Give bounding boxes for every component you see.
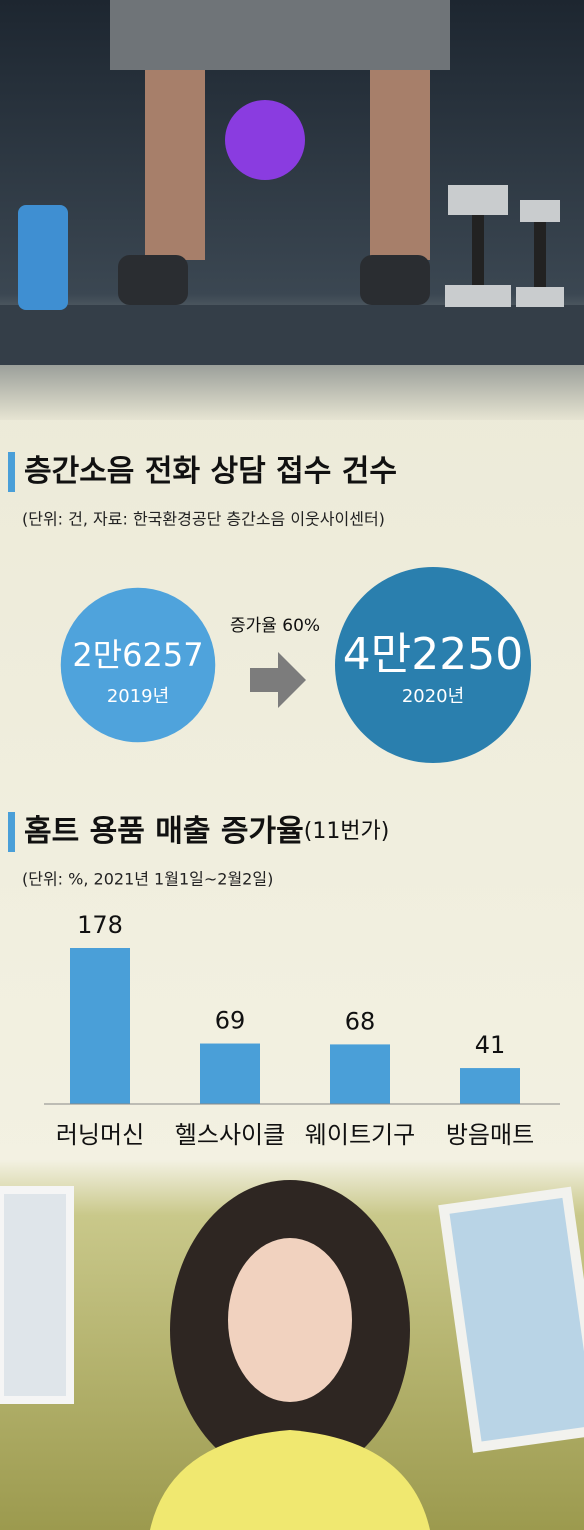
- category-label: 헬스사이클: [175, 1121, 285, 1149]
- year-label: 2020년: [402, 686, 464, 707]
- category-label: 방음매트: [446, 1121, 534, 1149]
- arrow: [250, 652, 306, 708]
- bar: [460, 1068, 520, 1104]
- section-subtitle: (단위: 건, 자료: 한국환경공단 층간소음 이웃사이센터): [22, 510, 385, 529]
- section-marker: [8, 812, 15, 852]
- title-text: 층간소음 전화 상담 접수 건수: [24, 454, 397, 489]
- category-label: 러닝머신: [56, 1121, 144, 1149]
- section-title: 홈트 용품 매출 증가율(11번가): [24, 814, 389, 849]
- category-label: 웨이트기구: [305, 1121, 415, 1149]
- data-label: 178: [77, 911, 123, 939]
- section-subtitle: (단위: %, 2021년 1월1일~2월2일): [22, 870, 273, 889]
- growth-annotation: 증가율 60%: [230, 616, 320, 636]
- title-note: (11번가): [304, 819, 390, 844]
- bar: [70, 948, 130, 1104]
- title-text: 홈트 용품 매출 증가율: [24, 814, 304, 849]
- section-marker: [8, 452, 15, 492]
- value-label: 4만2250: [343, 629, 523, 680]
- top-photo: [0, 0, 584, 420]
- data-label: 68: [345, 1007, 376, 1035]
- value-label: 2만6257: [72, 636, 203, 674]
- bar: [330, 1044, 390, 1104]
- bottom-photo: [0, 1160, 584, 1530]
- value-circle: [60, 587, 216, 743]
- data-label: 69: [215, 1007, 246, 1035]
- year-label: 2019년: [107, 686, 169, 707]
- data-label: 41: [475, 1031, 506, 1059]
- value-circle: [335, 567, 531, 763]
- section-title: 층간소음 전화 상담 접수 건수: [24, 454, 397, 489]
- bar: [200, 1043, 260, 1104]
